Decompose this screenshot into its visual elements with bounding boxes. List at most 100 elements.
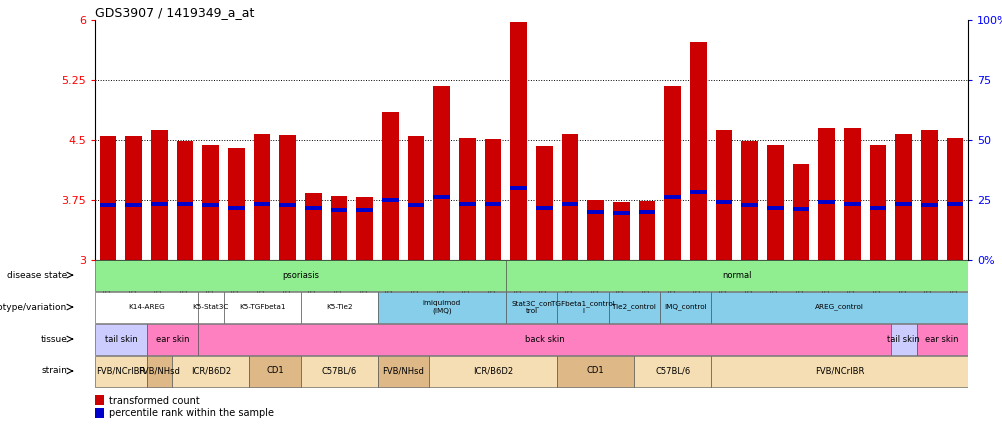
Bar bbox=[740, 203, 758, 207]
Bar bbox=[869, 206, 886, 210]
Bar bbox=[689, 42, 706, 260]
Text: FVB/NHsd: FVB/NHsd bbox=[138, 366, 180, 376]
Text: back skin: back skin bbox=[524, 334, 564, 344]
Text: K5-Stat3C: K5-Stat3C bbox=[192, 304, 228, 310]
Text: disease state: disease state bbox=[7, 270, 67, 280]
Bar bbox=[331, 208, 347, 212]
Bar bbox=[638, 210, 654, 214]
Text: IMQ_control: IMQ_control bbox=[663, 304, 706, 310]
Bar bbox=[561, 134, 578, 260]
Bar bbox=[920, 130, 937, 260]
Bar bbox=[95, 408, 104, 418]
Bar bbox=[767, 206, 783, 210]
Text: strain: strain bbox=[41, 366, 67, 376]
Bar bbox=[612, 211, 629, 215]
Bar bbox=[146, 324, 197, 355]
Bar bbox=[429, 356, 557, 387]
Bar bbox=[535, 206, 552, 210]
Bar bbox=[197, 324, 890, 355]
Text: AREG_control: AREG_control bbox=[815, 304, 863, 310]
Bar bbox=[433, 195, 450, 199]
Bar bbox=[767, 146, 783, 260]
Bar bbox=[792, 207, 809, 211]
Text: Tie2_control: Tie2_control bbox=[611, 304, 655, 310]
Bar bbox=[305, 206, 322, 210]
Bar bbox=[227, 206, 244, 210]
Bar bbox=[249, 356, 301, 387]
Bar bbox=[633, 356, 710, 387]
Bar bbox=[301, 356, 377, 387]
Bar bbox=[125, 203, 142, 207]
Bar bbox=[608, 292, 659, 323]
Bar bbox=[505, 292, 557, 323]
Bar bbox=[818, 200, 835, 204]
Bar bbox=[254, 134, 271, 260]
Bar bbox=[710, 356, 967, 387]
Bar bbox=[202, 146, 218, 260]
Bar bbox=[484, 139, 501, 260]
Bar bbox=[151, 202, 167, 206]
Text: TGFbeta1_control
l: TGFbeta1_control l bbox=[550, 300, 614, 314]
Bar bbox=[197, 292, 223, 323]
Text: ear skin: ear skin bbox=[925, 334, 958, 344]
Text: FVB/NCrIBR: FVB/NCrIBR bbox=[814, 366, 864, 376]
Text: genotype/variation: genotype/variation bbox=[0, 302, 67, 312]
Bar bbox=[459, 202, 475, 206]
Bar bbox=[510, 186, 527, 190]
Text: imiquimod
(IMQ): imiquimod (IMQ) bbox=[422, 300, 461, 314]
Bar bbox=[946, 138, 963, 260]
Bar bbox=[895, 202, 911, 206]
Text: psoriasis: psoriasis bbox=[282, 270, 319, 280]
Text: percentile rank within the sample: percentile rank within the sample bbox=[109, 408, 275, 418]
Bar bbox=[459, 138, 475, 260]
Text: Stat3C_con
trol: Stat3C_con trol bbox=[511, 300, 551, 314]
Text: tail skin: tail skin bbox=[887, 334, 919, 344]
Bar bbox=[356, 208, 373, 212]
Bar bbox=[95, 292, 197, 323]
Bar bbox=[638, 202, 654, 260]
Text: normal: normal bbox=[721, 270, 750, 280]
Bar bbox=[587, 210, 603, 214]
Bar bbox=[844, 128, 860, 260]
Bar bbox=[946, 202, 963, 206]
Bar bbox=[689, 190, 706, 194]
Text: transformed count: transformed count bbox=[109, 396, 199, 406]
Bar bbox=[408, 136, 424, 260]
Text: K5-Tie2: K5-Tie2 bbox=[326, 304, 352, 310]
Bar bbox=[740, 142, 758, 260]
Bar bbox=[916, 324, 967, 355]
Bar bbox=[331, 196, 347, 260]
Bar bbox=[99, 203, 116, 207]
Bar bbox=[356, 197, 373, 260]
Bar bbox=[920, 203, 937, 207]
Bar bbox=[869, 146, 886, 260]
Bar bbox=[715, 200, 731, 204]
Bar bbox=[377, 292, 505, 323]
Bar bbox=[535, 146, 552, 260]
Bar bbox=[505, 260, 967, 291]
Text: tail skin: tail skin bbox=[104, 334, 137, 344]
Bar bbox=[99, 136, 116, 260]
Text: FVB/NCrIBR: FVB/NCrIBR bbox=[96, 366, 145, 376]
Bar bbox=[227, 148, 244, 260]
Bar bbox=[663, 86, 680, 260]
Text: K14-AREG: K14-AREG bbox=[128, 304, 164, 310]
Bar bbox=[382, 198, 399, 202]
Bar bbox=[254, 202, 271, 206]
Bar bbox=[301, 292, 377, 323]
Bar bbox=[176, 202, 193, 206]
Bar bbox=[557, 356, 633, 387]
Text: GDS3907 / 1419349_a_at: GDS3907 / 1419349_a_at bbox=[95, 6, 255, 19]
Bar bbox=[151, 130, 167, 260]
Text: tissue: tissue bbox=[40, 334, 67, 344]
Bar bbox=[95, 260, 505, 291]
Bar bbox=[125, 136, 142, 260]
Bar bbox=[202, 203, 218, 207]
Bar bbox=[612, 202, 629, 260]
Text: K5-TGFbeta1: K5-TGFbeta1 bbox=[238, 304, 286, 310]
Bar bbox=[146, 356, 172, 387]
Text: ear skin: ear skin bbox=[155, 334, 188, 344]
Bar bbox=[659, 292, 710, 323]
Text: CD1: CD1 bbox=[586, 366, 604, 376]
Text: CD1: CD1 bbox=[266, 366, 284, 376]
